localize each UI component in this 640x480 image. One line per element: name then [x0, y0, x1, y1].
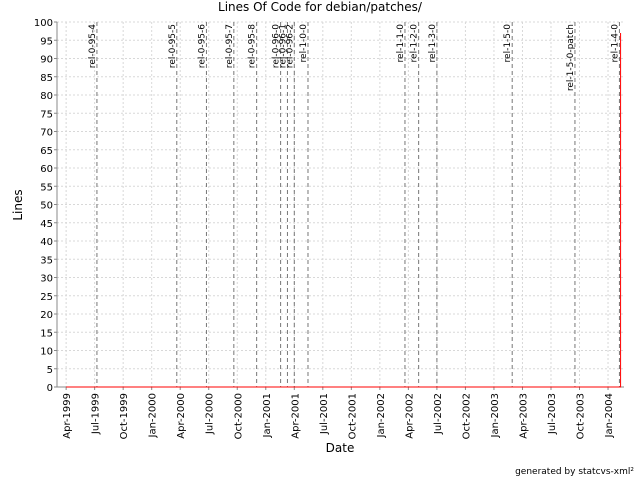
x-tick-label: Jul-2000: [205, 393, 216, 435]
release-label: rel-0-95-8: [248, 24, 258, 68]
y-tick-label: 25: [40, 292, 53, 303]
y-tick-label: 70: [40, 128, 53, 139]
x-tick-label: Oct-2000: [233, 393, 244, 439]
x-tick-label: Oct-2002: [461, 393, 472, 439]
y-tick-label: 65: [40, 146, 53, 157]
y-tick-label: 15: [40, 328, 53, 339]
x-tick-label: Oct-1999: [119, 393, 130, 439]
release-label: rel-0-95-5: [168, 24, 178, 68]
release-label: rel-0-95-7: [225, 24, 235, 68]
x-tick-label: Oct-2001: [347, 393, 358, 439]
y-tick-label: 30: [40, 274, 53, 285]
release-label: rel-0-96-2: [285, 24, 295, 68]
x-tick-label: Jul-2003: [547, 393, 558, 435]
release-label: rel-1-4-0: [610, 24, 620, 63]
x-tick-label: Jan-2000: [148, 393, 159, 438]
y-tick-label: 20: [40, 310, 53, 321]
release-label: rel-1-5-0-patch: [566, 24, 576, 91]
x-tick-label: Jul-2002: [433, 393, 444, 435]
x-tick-label: Apr-1999: [62, 393, 73, 439]
y-axis-title: Lines: [11, 189, 25, 220]
y-tick-label: 0: [47, 383, 53, 394]
y-tick-label: 35: [40, 255, 53, 266]
y-tick-label: 40: [40, 237, 53, 248]
x-tick-label: Jan-2001: [262, 393, 273, 438]
x-tick-label: Jul-1999: [91, 393, 102, 435]
x-tick-label: Apr-2000: [176, 393, 187, 439]
y-tick-label: 90: [40, 55, 53, 66]
y-tick-label: 5: [47, 365, 53, 376]
release-label: rel-1-0-0: [299, 24, 309, 63]
x-tick-label: Apr-2001: [290, 393, 301, 439]
release-label: rel-0-96-0: [272, 24, 282, 68]
y-tick-label: 100: [34, 18, 53, 29]
chart-title: Lines Of Code for debian/patches/: [218, 0, 423, 14]
y-tick-label: 10: [40, 347, 53, 358]
release-label: rel-1-1-0: [396, 24, 406, 63]
footer: generated by statcvs-xml²: [515, 467, 634, 477]
release-label: rel-0-96-1: [278, 24, 288, 68]
x-tick-label: Jan-2004: [604, 393, 615, 438]
x-tick-label: Jan-2003: [490, 393, 501, 438]
release-label: rel-0-95-4: [88, 24, 98, 68]
x-tick-label: Apr-2002: [404, 393, 415, 439]
y-tick-label: 60: [40, 164, 53, 175]
x-tick-label: Jan-2002: [376, 393, 387, 438]
y-tick-label: 45: [40, 219, 53, 230]
line-series: [66, 32, 622, 388]
y-tick-label: 50: [40, 201, 53, 212]
release-label: rel-1-5-0: [503, 24, 513, 63]
release-label: rel-1-2-0: [410, 24, 420, 63]
y-tick-label: 85: [40, 73, 53, 84]
release-label: rel-1-3-0: [428, 24, 438, 63]
release-label: rel-0-95-6: [197, 24, 207, 68]
y-tick-label: 75: [40, 109, 53, 120]
y-tick-label: 95: [40, 36, 53, 47]
y-tick-label: 55: [40, 182, 53, 193]
x-tick-label: Jul-2001: [319, 393, 330, 435]
x-tick-label: Oct-2003: [576, 393, 587, 439]
x-tick-label: Apr-2003: [518, 393, 529, 439]
y-tick-label: 80: [40, 91, 53, 102]
x-axis-title: Date: [326, 441, 355, 455]
